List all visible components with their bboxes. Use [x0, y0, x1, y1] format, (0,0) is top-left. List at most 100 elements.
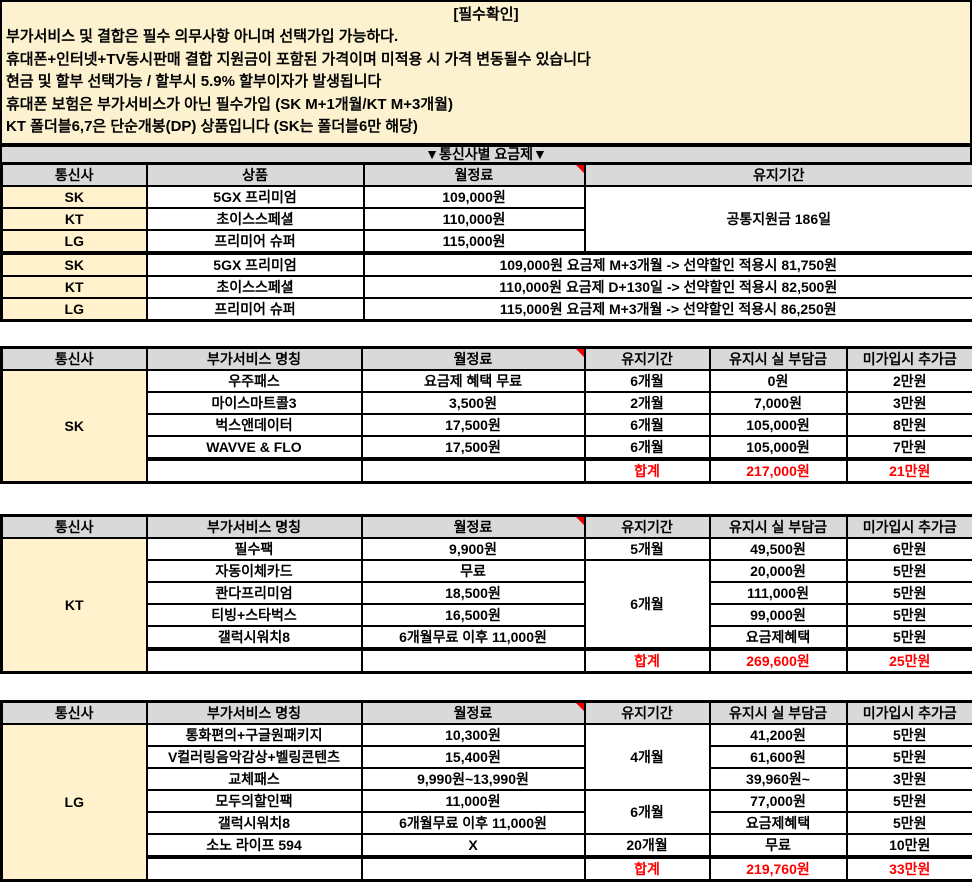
cell-extra: 2만원 — [847, 370, 972, 392]
cell-cost: 99,000원 — [710, 604, 847, 626]
lg-addon-table: 통신사 부가서비스 명칭 월정료 유지기간 유지시 실 부담금 미가입시 추가금… — [0, 700, 972, 882]
table-row: KT 초이스스페셜 110,000원 요금제 D+130일 -> 선약할인 적용… — [2, 276, 972, 298]
cell-fee: 109,000원 — [364, 186, 585, 208]
notice-line: KT 폴더블6,7은 단순개봉(DP) 상품입니다 (SK는 폴더블6만 해당) — [6, 116, 966, 139]
cell-addon-name: V컬러링음악감상+벨링콘텐츠 — [147, 746, 362, 768]
col-header-period: 유지기간 — [585, 515, 710, 538]
cell-discount-note: 110,000원 요금제 D+130일 -> 선약할인 적용시 82,500원 — [364, 276, 972, 298]
total-label: 합계 — [585, 857, 710, 881]
cell-addon-name: 갤럭시워치8 — [147, 812, 362, 834]
cell-period: 6개월 — [585, 370, 710, 392]
table-row: V컬러링음악감상+벨링콘텐츠 15,400원 61,600원 5만원 — [2, 746, 972, 768]
cell-addon-name: 갤럭시워치8 — [147, 626, 362, 649]
cell-period: 6개월 — [585, 414, 710, 436]
comment-marker-icon — [576, 165, 584, 173]
total-extra: 33만원 — [847, 857, 972, 881]
col-header-monthly-fee: 월정료 — [362, 515, 585, 538]
total-row: 합계 217,000원 21만원 — [2, 459, 972, 483]
table-row: KT 필수팩 9,900원 5개월 49,500원 6만원 — [2, 538, 972, 560]
cell-extra: 5만원 — [847, 582, 972, 604]
cell-fee: 17,500원 — [362, 436, 585, 459]
notice-banner: [필수확인] 부가서비스 및 결합은 필수 의무사항 아니며 선택가입 가능하다… — [0, 0, 972, 147]
cell-extra: 5만원 — [847, 812, 972, 834]
col-header-addon-name: 부가서비스 명칭 — [147, 515, 362, 538]
col-header-period: 유지기간 — [585, 163, 972, 186]
cell-cost: 105,000원 — [710, 414, 847, 436]
col-header-monthly-fee: 월정료 — [362, 347, 585, 370]
cell-carrier: KT — [2, 208, 147, 230]
cell-cost: 요금제혜택 — [710, 812, 847, 834]
cell-cost: 105,000원 — [710, 436, 847, 459]
col-header-addon-name: 부가서비스 명칭 — [147, 347, 362, 370]
col-header-carrier: 통신사 — [2, 515, 147, 538]
header-row: 통신사 부가서비스 명칭 월정료 유지기간 유지시 실 부담금 미가입시 추가금 — [2, 515, 972, 538]
col-header-monthly-fee: 월정료 — [364, 163, 585, 186]
cell-product: 초이스스페셜 — [147, 208, 364, 230]
notice-title: [필수확인] — [6, 4, 966, 26]
col-header-monthly-fee-label: 월정료 — [455, 167, 494, 183]
cell-extra: 8만원 — [847, 414, 972, 436]
col-header-product: 상품 — [147, 163, 364, 186]
table-row: 모두의할인팩 11,000원 6개월 77,000원 5만원 — [2, 790, 972, 812]
cell-fee: X — [362, 834, 585, 857]
cell-fee: 6개월무료 이후 11,000원 — [362, 812, 585, 834]
total-row: 합계 219,760원 33만원 — [2, 857, 972, 881]
total-extra: 21만원 — [847, 459, 972, 483]
cell-extra: 7만원 — [847, 436, 972, 459]
table-row: 마이스마트콜3 3,500원 2개월 7,000원 3만원 — [2, 392, 972, 414]
col-header-monthly-fee: 월정료 — [362, 701, 585, 724]
table-row: 교체패스 9,990원~13,990원 39,960원~ 3만원 — [2, 768, 972, 790]
total-label: 합계 — [585, 459, 710, 483]
cell-addon-name: WAVVE & FLO — [147, 436, 362, 459]
col-header-nonjoin-extra: 미가입시 추가금 — [847, 347, 972, 370]
plan-table: 통신사 상품 월정료 유지기간 SK 5GX 프리미엄 109,000원 공통지… — [0, 162, 972, 322]
cell-empty — [147, 459, 362, 483]
cell-fee: 11,000원 — [362, 790, 585, 812]
cell-carrier: LG — [2, 724, 147, 881]
header-row: 통신사 부가서비스 명칭 월정료 유지기간 유지시 실 부담금 미가입시 추가금 — [2, 701, 972, 724]
cell-addon-name: 우주패스 — [147, 370, 362, 392]
cell-cost: 7,000원 — [710, 392, 847, 414]
notice-line: 휴대폰 보험은 부가서비스가 아닌 필수가입 (SK M+1개월/KT M+3개… — [6, 94, 966, 117]
table-row: 벅스앤데이터 17,500원 6개월 105,000원 8만원 — [2, 414, 972, 436]
cell-addon-name: 모두의할인팩 — [147, 790, 362, 812]
cell-carrier: SK — [2, 370, 147, 483]
table-row: LG 통화편의+구글원패키지 10,300원 4개월 41,200원 5만원 — [2, 724, 972, 746]
cell-empty — [147, 857, 362, 881]
cell-cost: 111,000원 — [710, 582, 847, 604]
cell-product: 5GX 프리미엄 — [147, 253, 364, 276]
col-header-period: 유지기간 — [585, 347, 710, 370]
table-row: 티빙+스타벅스 16,500원 99,000원 5만원 — [2, 604, 972, 626]
table-row: 자동이체카드 무료 6개월 20,000원 5만원 — [2, 560, 972, 582]
cell-fee: 115,000원 — [364, 230, 585, 253]
cell-fee: 요금제 혜택 무료 — [362, 370, 585, 392]
cell-discount-note: 109,000원 요금제 M+3개월 -> 선약할인 적용시 81,750원 — [364, 253, 972, 276]
sk-addon-table: 통신사 부가서비스 명칭 월정료 유지기간 유지시 실 부담금 미가입시 추가금… — [0, 346, 972, 484]
comment-marker-icon — [576, 349, 584, 357]
table-row: 소노 라이프 594 X 20개월 무료 10만원 — [2, 834, 972, 857]
col-header-monthly-fee-label: 월정료 — [454, 705, 493, 721]
cell-fee: 18,500원 — [362, 582, 585, 604]
table-row: 콴다프리미엄 18,500원 111,000원 5만원 — [2, 582, 972, 604]
col-header-maintain-cost: 유지시 실 부담금 — [710, 701, 847, 724]
total-cost: 219,760원 — [710, 857, 847, 881]
cell-cost: 49,500원 — [710, 538, 847, 560]
cell-cost: 0원 — [710, 370, 847, 392]
cell-addon-name: 벅스앤데이터 — [147, 414, 362, 436]
cell-empty — [147, 649, 362, 673]
cell-carrier: KT — [2, 538, 147, 673]
cell-discount-note: 115,000원 요금제 M+3개월 -> 선약할인 적용시 86,250원 — [364, 298, 972, 321]
col-header-maintain-cost: 유지시 실 부담금 — [710, 347, 847, 370]
total-cost: 217,000원 — [710, 459, 847, 483]
cell-fee: 15,400원 — [362, 746, 585, 768]
cell-addon-name: 티빙+스타벅스 — [147, 604, 362, 626]
total-extra: 25만원 — [847, 649, 972, 673]
cell-fee: 9,900원 — [362, 538, 585, 560]
cell-addon-name: 필수팩 — [147, 538, 362, 560]
cell-cost: 77,000원 — [710, 790, 847, 812]
spacer — [0, 484, 972, 514]
cell-addon-name: 교체패스 — [147, 768, 362, 790]
cell-empty — [362, 857, 585, 881]
cell-extra: 5만원 — [847, 626, 972, 649]
cell-extra: 5만원 — [847, 560, 972, 582]
